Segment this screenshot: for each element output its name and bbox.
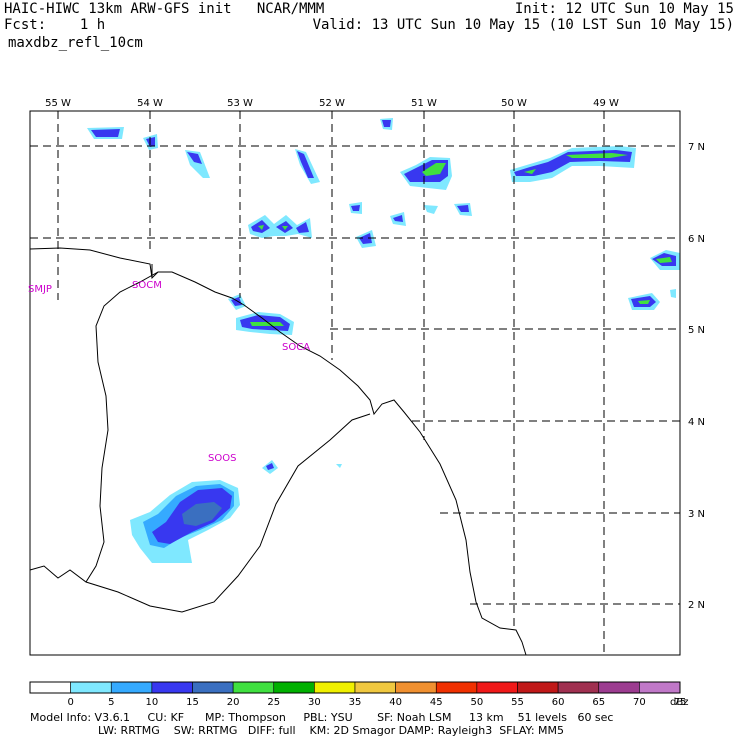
lon-label: 53 W — [227, 98, 253, 109]
reflectivity-echoes — [87, 118, 680, 563]
lon-label: 49 W — [593, 98, 619, 109]
colorbar-tick-label: 75 — [674, 697, 687, 708]
valid-time: Valid: 13 UTC Sun 10 May 15 (10 LST Sun … — [312, 17, 734, 33]
colorbar-tick-label: 70 — [633, 697, 646, 708]
colorbar-swatch — [557, 681, 600, 694]
colorbar-swatch — [232, 681, 275, 694]
colorbar-tick-label: 0 — [67, 697, 73, 708]
lat-label: 2 N — [688, 600, 705, 611]
model-title: HAIC-HIWC 13km ARW-GFS init NCAR/MMM — [4, 1, 325, 17]
colorbar-swatch — [273, 681, 315, 694]
lon-label: 51 W — [411, 98, 437, 109]
colorbar-tick-label: 15 — [186, 697, 199, 708]
colorbar-tick-label: 45 — [430, 697, 443, 708]
colorbar-tick-label: 40 — [389, 697, 402, 708]
plot-frame — [29, 110, 681, 656]
lat-labels: 7 N 6 N 5 N 4 N 3 N 2 N — [688, 142, 705, 611]
colorbar-swatch — [435, 681, 478, 694]
lon-label: 50 W — [501, 98, 527, 109]
colorbar-tick-label: 60 — [552, 697, 565, 708]
init-time: Init: 12 UTC Sun 10 May 15 — [514, 1, 734, 17]
colorbar-tick-label: 35 — [349, 697, 362, 708]
colorbar-swatch — [598, 681, 640, 694]
lon-labels: 55 W 54 W 53 W 52 W 51 W 50 W 49 W — [45, 98, 619, 109]
colorbar-swatch — [476, 681, 518, 694]
colorbar-swatch — [354, 681, 396, 694]
colorbar: 0 5 10 15 20 25 30 35 40 45 50 55 60 65 70 75 dBz — [29, 681, 688, 708]
colorbar-swatch — [395, 681, 437, 694]
lat-label: 7 N — [688, 142, 705, 153]
colorbar-swatch — [192, 681, 234, 694]
colorbar-tick-label: 5 — [108, 697, 114, 708]
lat-lon-grid — [30, 111, 680, 655]
lon-label: 54 W — [137, 98, 163, 109]
lon-label: 52 W — [319, 98, 345, 109]
colorbar-tick-label: 30 — [308, 697, 321, 708]
colorbar-swatch — [110, 681, 153, 694]
station-label-socm: SOCM — [132, 280, 162, 291]
colorbar-tick-label: 25 — [267, 697, 280, 708]
colorbar-swatch — [70, 681, 112, 694]
station-labels: SMJP SOCM SOCA SOOS — [28, 280, 310, 464]
colorbar-swatch — [29, 681, 71, 694]
lat-label: 4 N — [688, 417, 705, 428]
colorbar-tick-label: 20 — [227, 697, 240, 708]
model-info-line2: LW: RRTMG SW: RRTMG DIFF: full KM: 2D Sm… — [98, 724, 564, 737]
colorbar-tick-label: 55 — [511, 697, 524, 708]
colorbar-unit: dBz — [670, 697, 688, 708]
colorbar-swatch — [517, 681, 559, 694]
coastline — [29, 247, 527, 656]
colorbar-swatch — [639, 681, 681, 694]
colorbar-tick-label: 65 — [592, 697, 605, 708]
colorbar-tick-label: 50 — [471, 697, 484, 708]
lat-label: 5 N — [688, 325, 705, 336]
field-name: maxdbz_refl_10cm — [8, 35, 143, 51]
station-label-soos: SOOS — [208, 453, 236, 464]
lat-label: 3 N — [688, 509, 705, 520]
station-label-soca: SOCA — [282, 342, 310, 353]
lat-label: 6 N — [688, 234, 705, 245]
colorbar-swatch — [151, 681, 193, 694]
forecast-hour: Fcst: 1 h — [4, 17, 106, 33]
station-label-smjp: SMJP — [28, 284, 52, 295]
colorbar-swatch — [314, 681, 356, 694]
model-info-line1: Model Info: V3.6.1 CU: KF MP: Thompson P… — [30, 711, 614, 724]
colorbar-tick-label: 10 — [146, 697, 159, 708]
lon-label: 55 W — [45, 98, 71, 109]
